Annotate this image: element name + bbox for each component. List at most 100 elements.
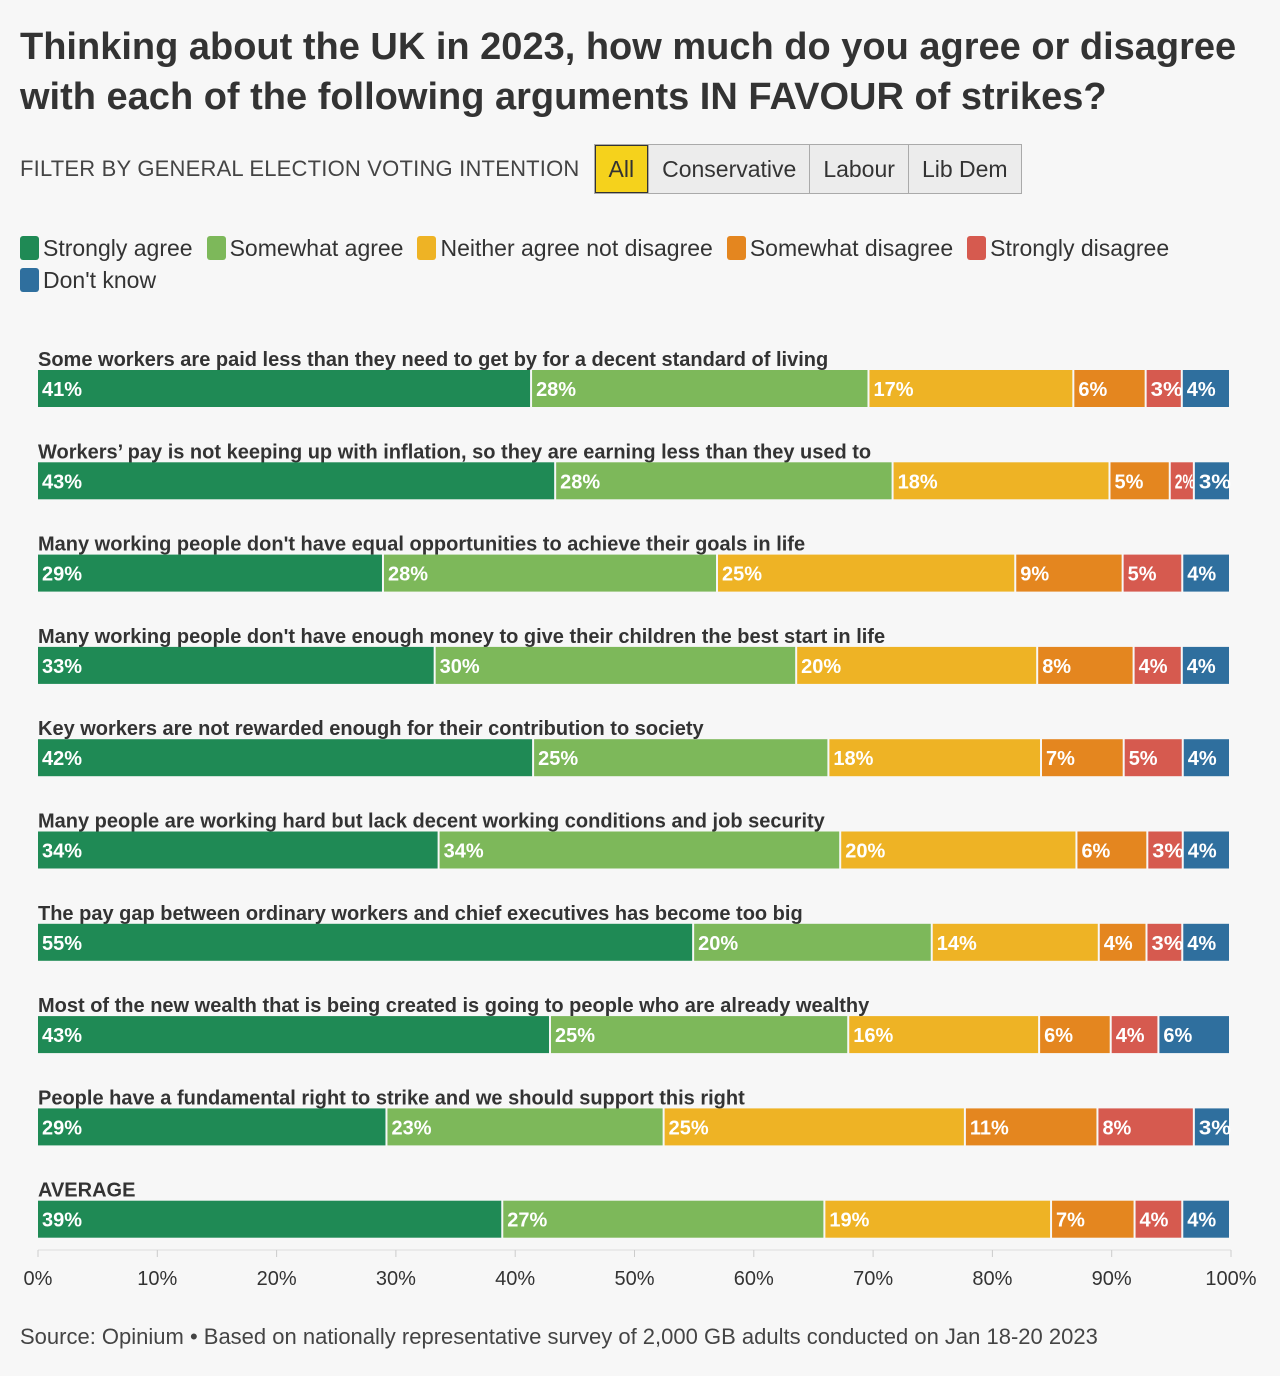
data-label: 29% bbox=[42, 1117, 82, 1139]
filter-button-lib-dem[interactable]: Lib Dem bbox=[907, 145, 1021, 193]
bar-segment bbox=[1052, 1200, 1134, 1238]
bar-segment bbox=[383, 554, 717, 592]
bar-segment bbox=[1110, 462, 1169, 500]
x-tick-label: 80% bbox=[972, 1268, 1012, 1290]
filter-button-group: All Conservative Labour Lib Dem bbox=[593, 144, 1022, 194]
bar-segment bbox=[38, 646, 434, 684]
data-label: 4% bbox=[1188, 748, 1217, 770]
filter-button-conservative[interactable]: Conservative bbox=[648, 145, 810, 193]
bar-segment bbox=[435, 646, 796, 684]
bar-segment bbox=[869, 370, 1073, 407]
data-label: 17% bbox=[873, 379, 913, 401]
bar-segment bbox=[38, 554, 382, 592]
x-tick-label: 50% bbox=[614, 1268, 654, 1290]
legend-swatch-neither bbox=[417, 236, 437, 260]
legend-swatch-strongly-agree bbox=[20, 236, 39, 260]
data-label: 6% bbox=[1163, 1025, 1192, 1047]
bar-segment bbox=[1040, 1016, 1110, 1054]
bar-segment bbox=[1077, 831, 1147, 869]
row-label: Workers’ pay is not keeping up with infl… bbox=[38, 441, 871, 463]
row-label: People have a fundamental right to strik… bbox=[38, 1087, 745, 1109]
bar-segment bbox=[1182, 370, 1229, 407]
legend-item-strongly-disagree: Strongly disagree bbox=[967, 234, 1170, 261]
filter-label: FILTER BY GENERAL ELECTION VOTING INTENT… bbox=[20, 156, 580, 181]
data-label: 6% bbox=[1081, 841, 1110, 863]
legend-swatch-strongly-disagree bbox=[967, 236, 987, 260]
bar-segment bbox=[38, 1016, 549, 1054]
data-label: 42% bbox=[42, 748, 82, 770]
data-label: 19% bbox=[829, 1210, 869, 1232]
bar-segment bbox=[849, 1016, 1039, 1054]
data-label: 55% bbox=[42, 933, 82, 955]
bar-segment bbox=[1159, 1016, 1229, 1054]
bar-segment bbox=[841, 831, 1076, 869]
data-label: 4% bbox=[1187, 564, 1216, 586]
data-label: 27% bbox=[507, 1210, 547, 1232]
legend-item-dont-know: Don't know bbox=[20, 267, 156, 293]
data-label: 5% bbox=[1129, 748, 1158, 770]
data-label: 7% bbox=[1056, 1210, 1085, 1232]
data-label: 18% bbox=[898, 471, 938, 493]
data-label: 3% bbox=[1151, 379, 1183, 401]
x-tick-label: 90% bbox=[1092, 1268, 1132, 1290]
bar-segment bbox=[38, 462, 555, 500]
bar-segment bbox=[932, 923, 1098, 961]
data-label: 6% bbox=[1044, 1025, 1073, 1047]
data-label: 4% bbox=[1116, 1025, 1145, 1047]
bar-segment bbox=[1124, 739, 1182, 777]
source-note: Source: Opinium • Based on nationally re… bbox=[20, 1324, 1098, 1349]
bar-segment bbox=[550, 1016, 848, 1054]
data-label: 5% bbox=[1114, 471, 1143, 493]
data-label: 4% bbox=[1187, 1210, 1216, 1232]
filter-button-all[interactable]: All bbox=[594, 145, 649, 193]
data-label: 43% bbox=[42, 1025, 82, 1047]
data-label: 3% bbox=[1151, 933, 1183, 955]
legend-swatch-somewhat-agree bbox=[206, 236, 226, 260]
data-label: 8% bbox=[1042, 656, 1071, 678]
row-label: Key workers are not rewarded enough for … bbox=[38, 718, 705, 740]
chart-title: Thinking about the UK in 2023, how much … bbox=[20, 26, 1237, 118]
data-label: 9% bbox=[1020, 564, 1049, 586]
bar-segment bbox=[1042, 739, 1123, 777]
bar-segment bbox=[825, 1200, 1051, 1238]
legend-label: Neither agree not disagree bbox=[440, 234, 713, 261]
data-label: 4% bbox=[1140, 1210, 1169, 1232]
row-label: The pay gap between ordinary workers and… bbox=[38, 903, 803, 925]
bar-segment bbox=[38, 370, 531, 407]
bar-segment bbox=[556, 462, 892, 500]
bar-segment bbox=[1170, 462, 1193, 500]
bar-segment bbox=[965, 1108, 1097, 1146]
bar-segment bbox=[1134, 646, 1181, 684]
bar-segment bbox=[1194, 1108, 1229, 1146]
filter-button-labour[interactable]: Labour bbox=[809, 145, 908, 193]
legend-swatch-dont-know bbox=[20, 268, 39, 292]
data-label: 2% bbox=[1175, 471, 1195, 493]
legend-swatch-somewhat-disagree bbox=[726, 236, 746, 260]
data-label: 34% bbox=[42, 841, 82, 863]
legend-label: Strongly disagree bbox=[990, 234, 1170, 261]
data-label: 39% bbox=[42, 1210, 82, 1232]
legend-label: Somewhat agree bbox=[229, 234, 404, 261]
data-label: 29% bbox=[42, 564, 82, 586]
data-label: 4% bbox=[1187, 933, 1216, 955]
data-label: 16% bbox=[853, 1025, 893, 1047]
x-tick-label: 0% bbox=[24, 1268, 53, 1290]
row-label: AVERAGE bbox=[38, 1180, 135, 1202]
bar-segment bbox=[1148, 831, 1182, 869]
data-label: 4% bbox=[1188, 841, 1217, 863]
x-tick-label: 10% bbox=[137, 1268, 177, 1290]
bar-segment bbox=[439, 831, 840, 869]
x-tick-label: 30% bbox=[376, 1268, 416, 1290]
x-tick-label: 100% bbox=[1205, 1268, 1256, 1290]
data-label: 28% bbox=[536, 379, 576, 401]
bar-segment bbox=[1146, 370, 1181, 407]
bar-segment bbox=[1183, 923, 1229, 961]
bar-segment bbox=[1098, 1108, 1193, 1146]
data-label: 3% bbox=[1199, 1117, 1231, 1139]
data-label: 4% bbox=[1139, 656, 1168, 678]
data-label: 4% bbox=[1187, 379, 1216, 401]
stacked-bar-chart: Some workers are paid less than they nee… bbox=[24, 349, 1257, 1290]
data-label: 18% bbox=[833, 748, 873, 770]
data-label: 6% bbox=[1078, 379, 1107, 401]
row-label: Many people are working hard but lack de… bbox=[38, 811, 826, 833]
